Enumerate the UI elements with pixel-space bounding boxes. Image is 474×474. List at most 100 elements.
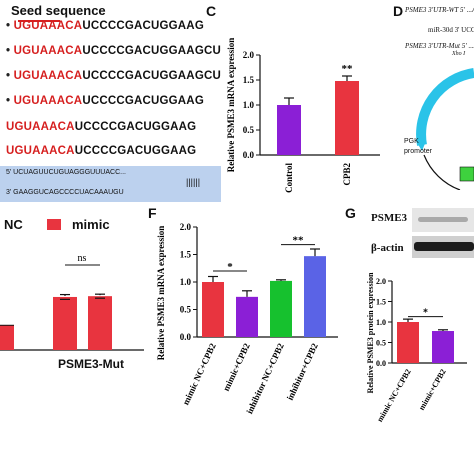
blot-actin-strip <box>412 236 474 258</box>
seed-region: UGUAAACA <box>6 145 75 157</box>
promoter-label: promoter <box>404 148 433 155</box>
plasmid-ring-teal <box>416 68 474 146</box>
x-tick-label: mimic+CPB2 <box>221 341 252 392</box>
x-tick-label: Control <box>284 163 294 193</box>
x-tick-label: mimic NC+CPB2 <box>375 368 413 424</box>
x-tick-label: mimic+CPB2 <box>417 368 448 412</box>
y-tick-label: 1.5 <box>243 75 255 85</box>
chart-e: ns <box>0 253 144 351</box>
y-tick-label: 1.0 <box>376 318 386 327</box>
y-tick-label: 0.0 <box>243 150 255 160</box>
alignment-bottom: 3' GAAGGUCAGCCCCUACAAAUGU <box>6 189 124 196</box>
plasmid-green-segment <box>459 166 474 182</box>
sequence-row: • UGUAAACAUCCCCGACUGGAAG <box>6 95 204 107</box>
panel-f-letter: F <box>148 205 157 221</box>
significance-mark: ** <box>342 63 354 75</box>
legend-mimic-label: mimic <box>72 217 110 232</box>
y-tick-label: 2.0 <box>180 222 192 232</box>
bar <box>277 105 301 155</box>
sequence-rest: UCCCCGACUGGAAGCU <box>82 70 221 82</box>
y-tick-label: 0.5 <box>180 305 192 315</box>
y-tick-label: 2.0 <box>376 277 386 286</box>
seed-region: GUAAACA <box>22 95 83 107</box>
sequence-rest: UCCCCGACUGGAAG <box>82 95 204 107</box>
y-tick-label: 1.5 <box>180 250 192 260</box>
x-tick-label: CPB2 <box>342 163 352 186</box>
pgk-label: PGK <box>404 138 419 145</box>
alignment-top: 5' UCUAGUUCUGUAGGGUUUACC... <box>6 169 126 176</box>
alignment-box: 5' UCUAGUUCUGUAGGGUUUACC... |||||| 3' GA… <box>0 166 221 202</box>
sequence-rest: UCCCCGACUGGAAG <box>82 20 204 32</box>
y-tick-label: 0.5 <box>376 339 386 348</box>
sequence-prefix: U <box>13 70 23 82</box>
construct-line-2: miR-30d 3' UCGAA <box>428 26 474 34</box>
chart-f: 0.0 0.5 1.0 1.5 2.0 Relative PSME3 mRNA expre… <box>156 222 338 415</box>
bar <box>397 322 419 363</box>
significance-mark: * <box>423 308 428 319</box>
seed-region: UGUAAACA <box>6 121 75 133</box>
bar <box>88 296 112 350</box>
sequence-row: UGUAAACAUCCCCGACUGGAAG <box>6 145 196 157</box>
sequence-rest: UCCCCGACUGGAAG <box>74 145 197 157</box>
panel-g-letter: G <box>345 205 356 221</box>
y-axis-label: Relative PSME3 mRNA expression <box>226 38 236 173</box>
significance-mark: * <box>227 261 233 273</box>
x-tick-label: mimic NC+CPB2 <box>180 341 218 406</box>
seed-region: GUAAACA <box>22 20 83 32</box>
sequence-prefix: U <box>13 20 23 32</box>
sequence-row: • UGUAAACAUCCCCGACUGGAAGCU <box>6 45 221 57</box>
significance-mark: ns <box>78 253 87 264</box>
plasmid-map <box>416 68 474 190</box>
seed-region: GUAAACA <box>22 45 83 57</box>
sequence-row: • UGUAAACAUCCCCGACUGGAAGCU <box>6 70 221 82</box>
bar <box>432 331 454 363</box>
sequence-prefix: U <box>13 95 23 107</box>
plasmid-ring-black <box>423 154 461 190</box>
bar <box>236 296 258 337</box>
sequence-rest: UCCCCGACUGGAAG <box>74 121 197 133</box>
construct-line-4: Xho I <box>452 51 466 57</box>
y-tick-label: 0.0 <box>180 332 192 342</box>
blot-psme3-label: PSME3 <box>371 212 408 224</box>
seed-region: GUAAACA <box>22 70 83 82</box>
y-tick-label: 1.0 <box>180 277 192 287</box>
panel-d-letter: D <box>393 3 404 19</box>
blot-psme3-strip <box>412 208 474 232</box>
chart-e-xlabel: PSME3-Mut <box>58 357 124 371</box>
seed-underline <box>18 20 60 22</box>
construct-line-1: PSME3 3'UTR-WT 5' ...ATGTA <box>405 6 474 14</box>
bar <box>53 296 77 350</box>
blot-psme3-band <box>418 217 468 222</box>
y-axis-label: Relative PSME3 mRNA expression <box>156 226 166 361</box>
sequence-row: • UGUAAACAUCCCCGACUGGAAG <box>6 20 204 32</box>
legend-mimic-swatch <box>47 219 61 230</box>
alignment-bars: |||||| <box>186 177 201 187</box>
panel-c-letter: C <box>206 3 217 19</box>
y-tick-label: 0.0 <box>376 359 386 368</box>
construct-line-3: PSME3 3'UTR-Mut 5' ...ATGTA <box>405 42 474 50</box>
x-tick-label: inhibitor NC+CPB2 <box>244 341 286 415</box>
x-tick-label: inhibitor+CPB2 <box>285 341 320 402</box>
bar <box>304 256 326 337</box>
bullet-dot: • <box>6 95 14 107</box>
y-tick-label: 1.5 <box>376 298 386 307</box>
seed-sequence-header: Seed sequence <box>11 3 106 18</box>
bullet-dot: • <box>6 20 14 32</box>
bullet-dot: • <box>6 70 14 82</box>
bar <box>335 81 359 155</box>
sequence-row: UGUAAACAUCCCCGACUGGAAG <box>6 121 196 133</box>
blot-actin-label: β-actin <box>371 242 404 254</box>
bar <box>0 325 14 350</box>
y-axis-label: Relative PSME3 protein expression <box>366 272 375 393</box>
y-tick-label: 0.5 <box>243 125 255 135</box>
bar <box>270 280 292 337</box>
sequence-prefix: U <box>13 45 23 57</box>
bullet-dot: • <box>6 45 14 57</box>
sequence-rest: UCCCCGACUGGAAGCU <box>82 45 221 57</box>
legend-nc-label: NC <box>4 217 23 232</box>
y-tick-label: 2.0 <box>243 50 255 60</box>
bar <box>202 282 224 337</box>
chart-c: 0.0 0.5 1.0 1.5 2.0 Relative PSME3 mRNA expre… <box>226 38 380 193</box>
significance-mark: ** <box>293 235 305 247</box>
